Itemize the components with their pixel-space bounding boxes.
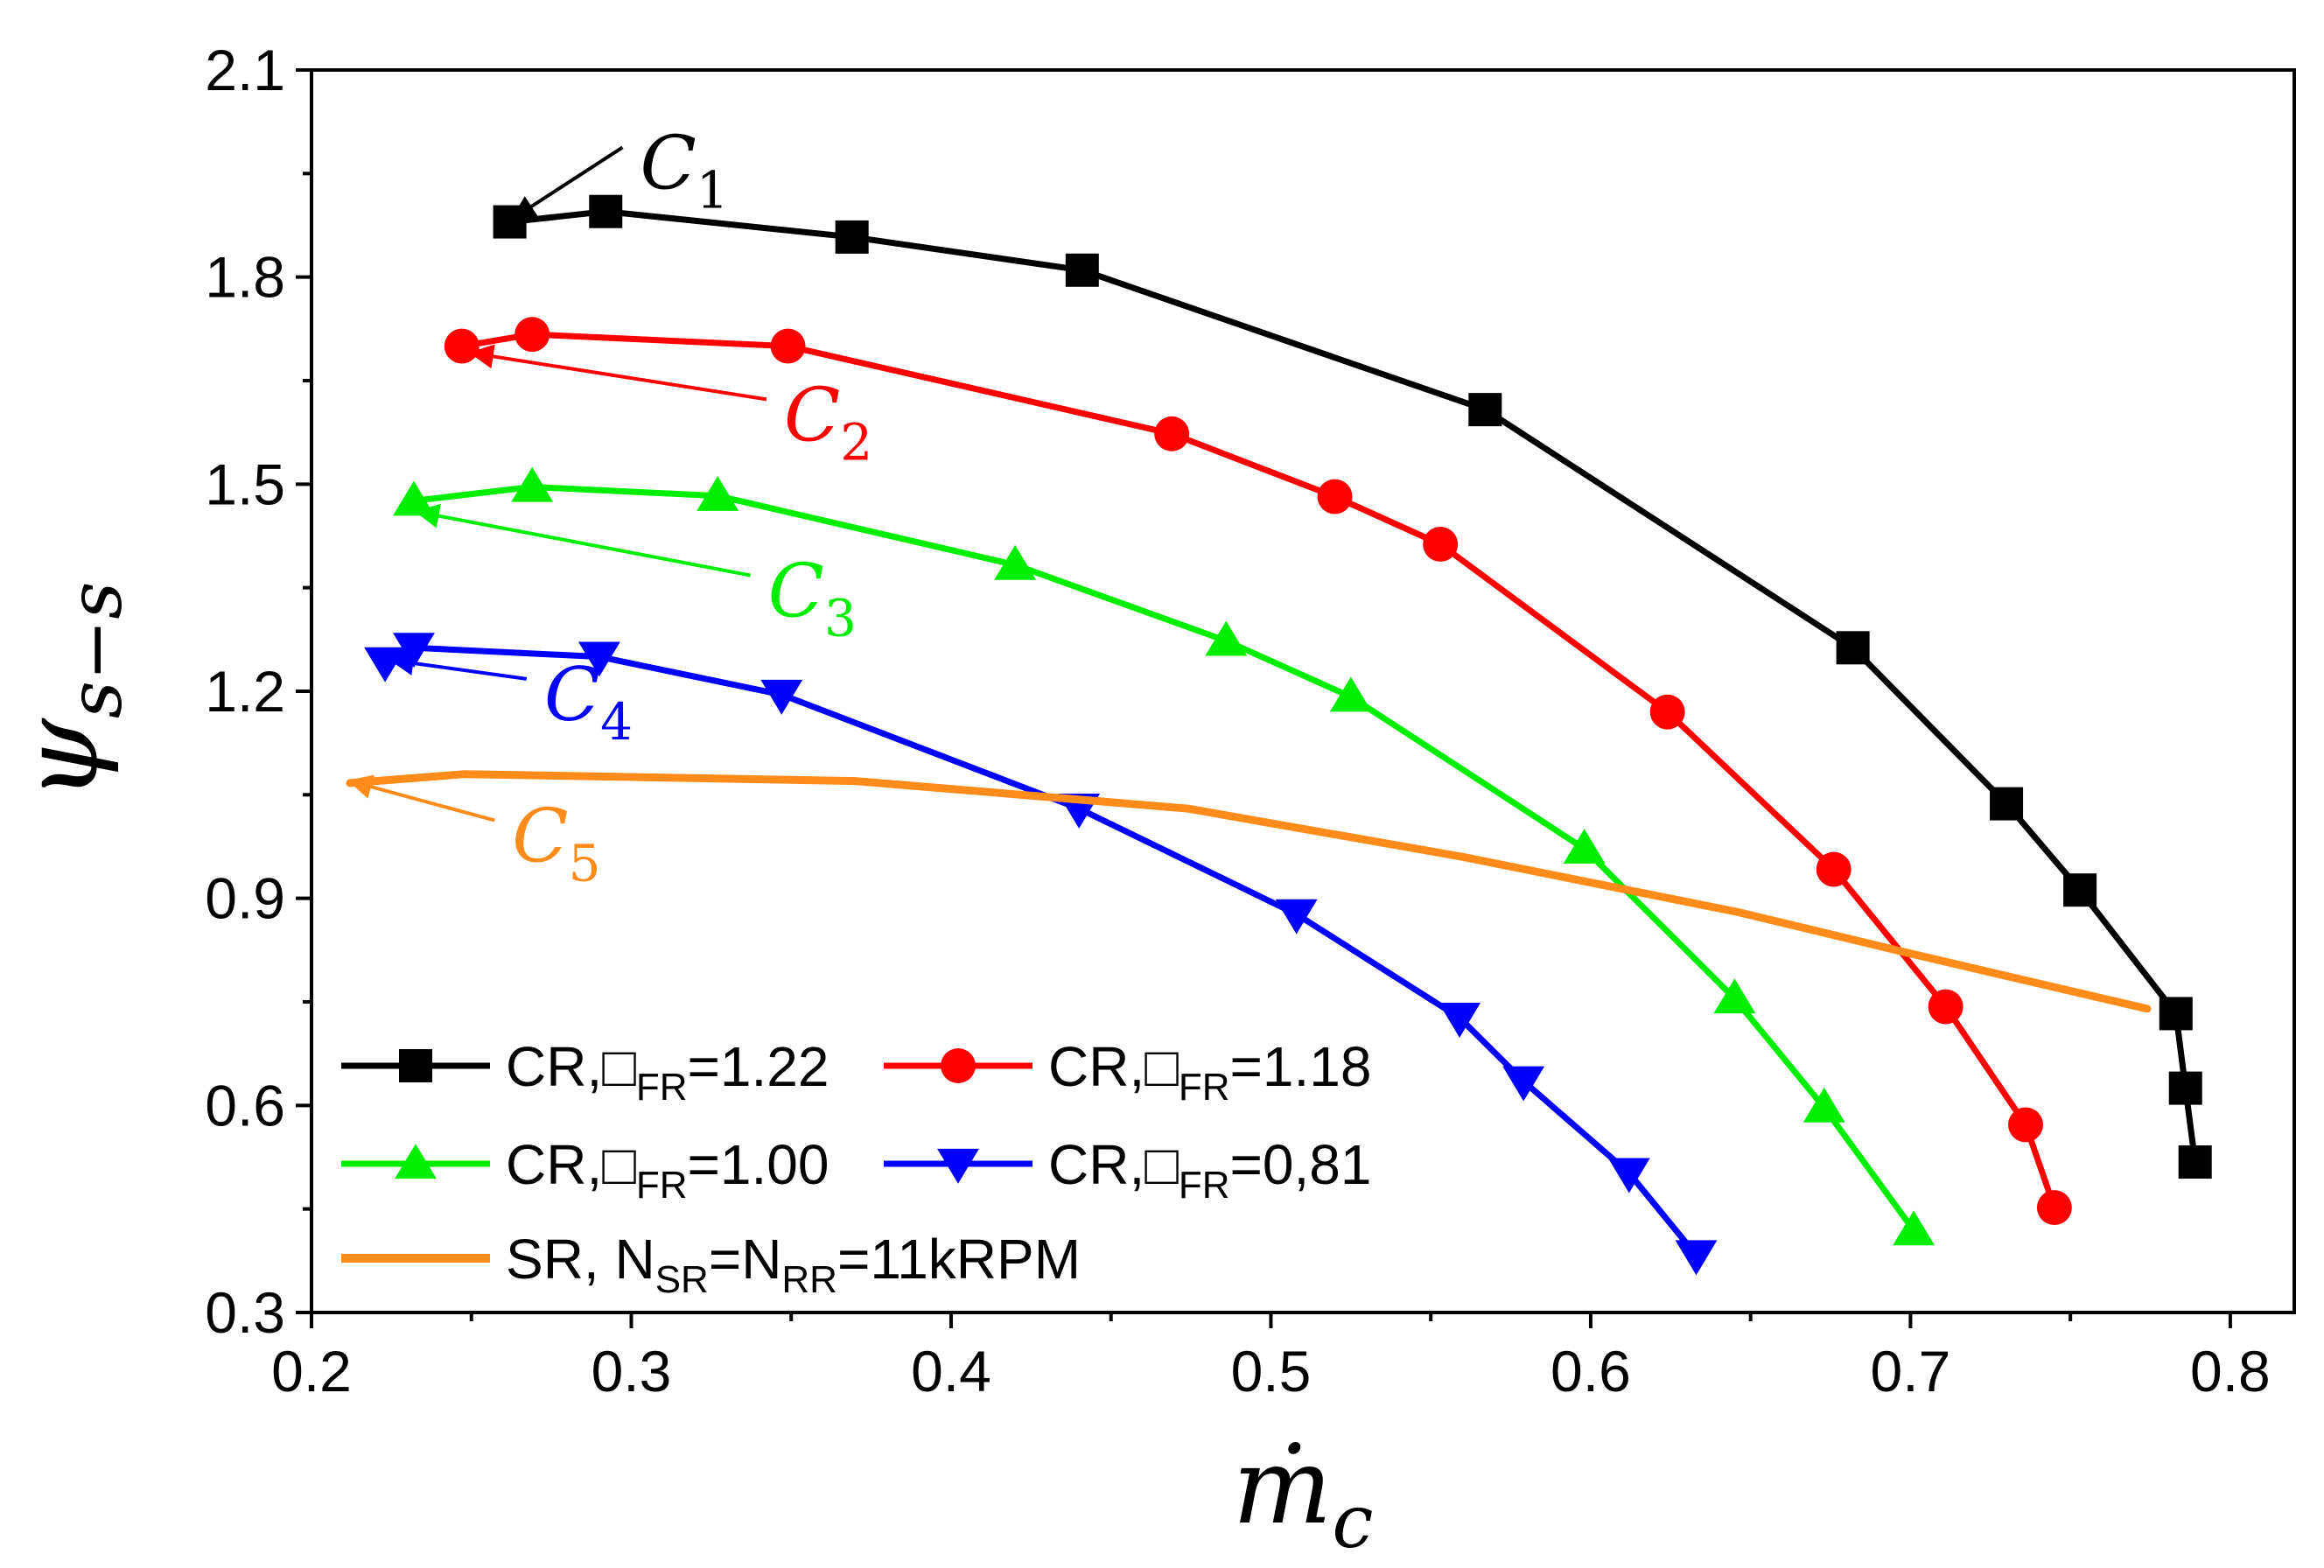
data-point (2036, 1190, 2072, 1226)
series-1 (493, 194, 2212, 1180)
annotation-label: C3 (768, 549, 857, 648)
legend-label: CR,□FR=1.00 (506, 1133, 829, 1207)
data-point (514, 317, 550, 353)
annotation-label: C4 (544, 652, 633, 752)
annotation-label: C1 (640, 120, 728, 220)
annotation-arrow (347, 774, 495, 822)
x-tick-label: 0.5 (1231, 1339, 1312, 1404)
data-point (1649, 694, 1685, 730)
data-point (835, 220, 869, 254)
data-point (696, 475, 739, 511)
data-point (589, 194, 623, 228)
data-point (1205, 620, 1248, 656)
series-5 (346, 770, 2152, 1013)
annotation-arrow (388, 651, 528, 681)
data-point (994, 544, 1037, 580)
y-tick-label: 1.8 (205, 245, 285, 310)
data-point (1928, 989, 1964, 1025)
data-point (770, 328, 806, 364)
annotation-label: C5 (512, 794, 600, 893)
tick-layer: 0.2 0.3 0.4 0.5 0.6 0.7 0.80.30.60.91.21.51.82… (205, 38, 2271, 1404)
y-tick-label: 0.9 (205, 866, 285, 931)
x-tick-label: 0.3 (592, 1339, 672, 1404)
data-point (2178, 1145, 2212, 1180)
annotation-c1: C1 (510, 120, 729, 220)
legend-item-3: CR,□FR=1.00 (341, 1133, 829, 1207)
data-point (393, 633, 435, 668)
y-axis-label: ψs−s (0, 582, 138, 802)
data-point (1802, 1087, 1845, 1123)
y-tick-label: 0.3 (205, 1280, 285, 1345)
data-point (1438, 1003, 1481, 1038)
legend-marker (941, 1048, 976, 1083)
data-point (493, 205, 527, 239)
data-point (1502, 1066, 1545, 1102)
data-point (1317, 479, 1353, 514)
annotation-c3: C3 (414, 503, 857, 648)
annotation-c5: C5 (347, 774, 600, 893)
x-tick-label: 0.4 (911, 1339, 991, 1404)
legend-item-1: CR,□FR=1.22 (341, 1035, 829, 1109)
annotation-arrow (510, 145, 624, 220)
legend-label: CR,□FR=1.18 (1048, 1035, 1371, 1109)
legend-label: SR, NSR=NRR=11kRPM (506, 1228, 1081, 1301)
y-tick-label: 2.1 (205, 38, 285, 102)
series-line (346, 770, 2152, 1013)
annotation-label: C2 (784, 372, 872, 472)
x-axis-label: ṁc (1233, 1426, 1374, 1564)
data-point (578, 641, 620, 677)
axis-label-layer: ṁc ψs−s (0, 582, 1373, 1564)
series-2 (444, 317, 2072, 1226)
data-point (444, 328, 480, 364)
annotation-arrow (468, 344, 767, 402)
data-point (1329, 676, 1372, 712)
legend-marker (395, 1144, 437, 1180)
y-tick-label: 1.2 (205, 659, 285, 724)
x-tick-label: 0.2 (271, 1339, 352, 1404)
data-point (1675, 1240, 1718, 1276)
data-point (1423, 527, 1459, 562)
data-point (1893, 1210, 1936, 1246)
data-point (1154, 416, 1190, 452)
data-point (1468, 393, 1502, 427)
y-tick-label: 0.6 (205, 1073, 285, 1138)
y-tick-label: 1.5 (205, 452, 285, 516)
data-point (511, 466, 554, 502)
plot-background (312, 70, 2294, 1312)
legend-item-2: CR,□FR=1.18 (884, 1035, 1371, 1109)
annotation-arrow (414, 503, 752, 578)
data-point (2168, 1071, 2202, 1105)
legend-label: CR,□FR=0,81 (1048, 1133, 1371, 1207)
data-point (2008, 1107, 2043, 1143)
series-line (382, 644, 1699, 1258)
data-point (1816, 851, 1852, 887)
data-point (1836, 631, 1870, 665)
legend-item-4: CR,□FR=0,81 (884, 1133, 1371, 1207)
annotation-c4: C4 (388, 651, 633, 752)
data-point (1065, 253, 1099, 287)
legend-label: CR,□FR=1.22 (506, 1035, 829, 1109)
data-point (1563, 829, 1606, 864)
data-point (1607, 1158, 1650, 1194)
legend-marker (399, 1049, 432, 1082)
x-tick-label: 0.6 (1550, 1339, 1631, 1404)
x-tick-label: 0.8 (2190, 1339, 2271, 1404)
data-point (1713, 978, 1756, 1014)
data-point (1275, 899, 1318, 934)
data-point (1990, 787, 2024, 821)
data-point (760, 679, 803, 715)
annotation-c2: C2 (468, 344, 872, 472)
legend-item-5: SR, NSR=NRR=11kRPM (341, 1228, 1081, 1301)
series-layer (346, 194, 2212, 1276)
series-line (410, 484, 1917, 1234)
legend: CR,□FR=1.22 CR,□FR=1.18 CR,□FR=1.00 CR,□FR=… (341, 1035, 1371, 1301)
series-3 (393, 466, 1936, 1246)
plot-frame (310, 68, 2296, 1314)
x-tick-label: 0.7 (1871, 1339, 1951, 1404)
data-point (2063, 873, 2097, 907)
annotation-layer: C1 C2 C3 C4 C5 (347, 120, 872, 893)
legend-marker (937, 1148, 979, 1184)
data-point (2159, 997, 2193, 1031)
